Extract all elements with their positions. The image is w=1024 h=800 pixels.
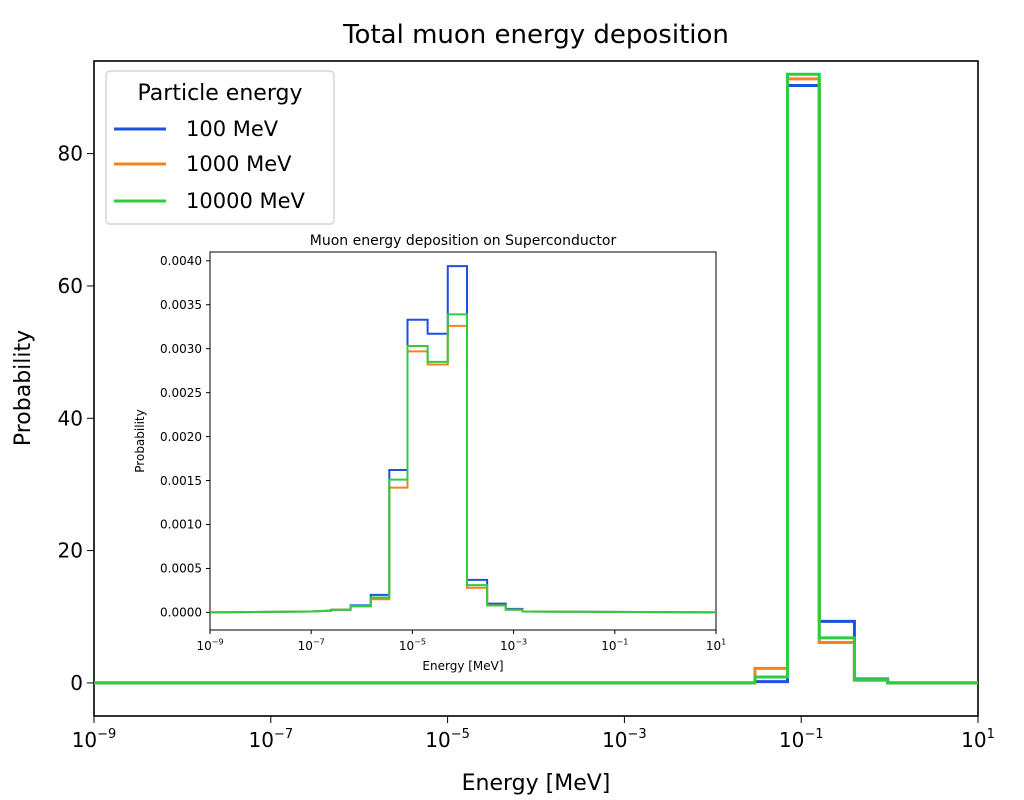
- inset-x-tick-label: 10−5: [399, 638, 426, 653]
- inset-x-tick-label: 10−3: [500, 638, 527, 653]
- inset-y-tick-label: 0.0020: [160, 430, 202, 444]
- inset-x-axis-label: Energy [MeV]: [422, 659, 503, 673]
- legend: Particle energy 100 MeV 1000 MeV 10000 M…: [105, 70, 335, 225]
- inset-series-10000-mev: [209, 313, 717, 614]
- legend-label-100-mev: 100 MeV: [186, 117, 279, 141]
- main-y-axis-label: Probability: [11, 330, 36, 446]
- inset-y-tick-label: 0.0030: [160, 342, 202, 356]
- main-series-10000-mev: [94, 72, 978, 685]
- inset-series-group: [209, 265, 717, 614]
- inset-y-tick-label: 0.0035: [160, 298, 202, 312]
- legend-label-1000-mev: 1000 MeV: [186, 152, 292, 176]
- inset-chart: Muon energy deposition on Superconductor…: [133, 233, 726, 673]
- main-x-axis-label: Energy [MeV]: [462, 771, 611, 796]
- main-x-tick-label: 101: [961, 727, 995, 752]
- main-y-tick-label: 40: [58, 406, 83, 430]
- inset-y-tick-label: 0.0000: [160, 606, 202, 620]
- inset-y-ticks: 0.0000 0.0005 0.0010 0.0015 0.0020 0.0025 0.00…: [160, 254, 210, 620]
- main-y-tick-label: 60: [58, 274, 83, 298]
- legend-title: Particle energy: [138, 81, 303, 106]
- main-y-ticks: 0 20 40 60 80: [58, 142, 94, 695]
- inset-y-tick-label: 0.0005: [160, 562, 202, 576]
- main-series-group: [94, 72, 978, 685]
- main-y-tick-label: 0: [70, 671, 83, 695]
- inset-x-tick-label: 10−1: [601, 638, 628, 653]
- main-x-tick-label: 10−7: [248, 727, 293, 752]
- inset-y-tick-label: 0.0040: [160, 254, 202, 268]
- inset-title: Muon energy deposition on Superconductor: [310, 233, 617, 249]
- inset-y-tick-label: 0.0010: [160, 518, 202, 532]
- legend-box: [105, 70, 335, 225]
- main-x-tick-label: 10−9: [72, 727, 117, 752]
- main-x-tick-label: 10−5: [425, 727, 470, 752]
- main-x-tick-label: 10−3: [602, 727, 647, 752]
- inset-plot-frame: [209, 251, 717, 631]
- chart-title: Total muon energy deposition: [342, 20, 729, 50]
- main-x-tick-label: 10−1: [779, 727, 824, 752]
- main-y-tick-label: 80: [58, 142, 83, 166]
- main-plot-frame: [93, 60, 979, 717]
- legend-label-10000-mev: 10000 MeV: [186, 189, 306, 213]
- main-x-ticks: 10−9 10−7 10−5 10−3 10−1 101: [72, 716, 995, 752]
- main-y-tick-label: 20: [58, 539, 83, 563]
- inset-x-ticks: 10−9 10−7 10−5 10−3 10−1 101: [196, 630, 726, 653]
- inset-y-tick-label: 0.0015: [160, 474, 202, 488]
- inset-y-tick-label: 0.0025: [160, 386, 202, 400]
- inset-x-tick-label: 10−7: [298, 638, 325, 653]
- inset-y-axis-label: Probability: [133, 409, 147, 472]
- inset-x-tick-label: 101: [706, 638, 726, 653]
- inset-x-tick-label: 10−9: [196, 638, 223, 653]
